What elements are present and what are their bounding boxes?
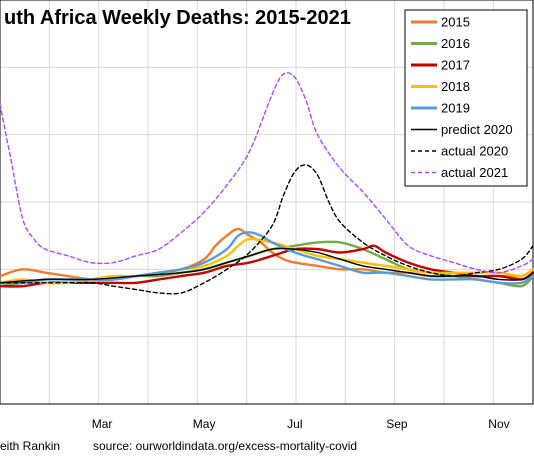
x-tick-label: Jul: [287, 417, 302, 431]
footer-author: eith Rankin: [0, 439, 60, 453]
legend-label: actual 2020: [441, 144, 508, 159]
legend-items: 2015 2016 2017 2018 2019 predict 2020 actual 2…: [411, 15, 513, 180]
x-tick-label: Sep: [386, 417, 408, 431]
legend-label: predict 2020: [441, 122, 513, 137]
plot-border: [0, 0, 534, 405]
legend-box: [404, 9, 528, 187]
legend-label: 2015: [441, 15, 470, 30]
x-tick-label: Mar: [92, 417, 113, 431]
x-tick-label: May: [193, 417, 216, 431]
x-tick-labels: Mar May Jul Sep Nov: [92, 417, 510, 431]
legend-label: 2018: [441, 79, 470, 94]
grid: [0, 0, 533, 404]
series-lines: [0, 72, 534, 295]
legend-label: actual 2021: [441, 165, 508, 180]
legend-label: 2017: [441, 58, 470, 73]
x-tick-label: Nov: [488, 417, 509, 431]
legend-label: 2019: [441, 101, 470, 116]
footer-source: source: ourworldindata.org/excess-mortal…: [93, 439, 357, 453]
chart-title: uth Africa Weekly Deaths: 2015-2021: [4, 7, 351, 29]
series-line-actual-2021: [0, 72, 534, 274]
legend-label: 2016: [441, 36, 470, 51]
series-line-predict-2020: [0, 247, 534, 284]
legend: 2015 2016 2017 2018 2019 predict 2020 actual 2…: [404, 9, 528, 187]
series-line-actual-2020: [0, 164, 534, 295]
